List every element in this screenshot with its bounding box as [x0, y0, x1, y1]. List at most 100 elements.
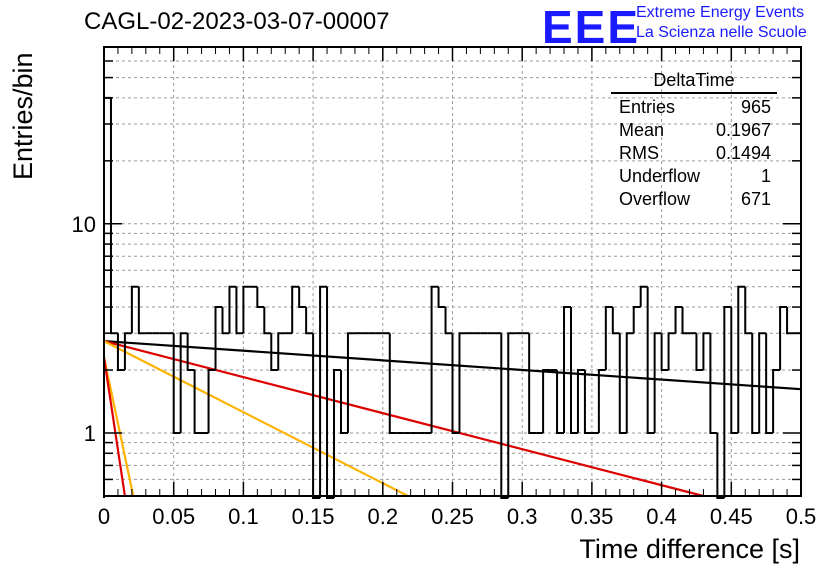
- histogram-bin: [611, 307, 620, 335]
- histogram-bin: [618, 333, 627, 435]
- stats-box: DeltaTime Entries 965 Mean 0.1967 RMS 0.…: [611, 70, 777, 211]
- y-tick-label: 10: [72, 212, 96, 237]
- histogram-bin: [326, 286, 335, 499]
- histogram-bin: [305, 307, 314, 335]
- stats-row-rms: RMS 0.1494: [611, 142, 777, 165]
- histogram-bin: [242, 285, 251, 334]
- eee-logo: EEE: [542, 1, 641, 53]
- histogram-bin: [702, 332, 711, 371]
- histogram-bin: [193, 370, 202, 435]
- histogram-bin: [730, 307, 739, 435]
- histogram-bin: [430, 285, 439, 434]
- y-tick-label: 1: [84, 421, 96, 446]
- histogram-bin: [625, 332, 634, 434]
- histogram-bin: [542, 369, 551, 434]
- histogram-bin: [319, 285, 328, 498]
- histogram-bin: [116, 333, 125, 372]
- histogram-bin: [458, 332, 467, 434]
- histogram-bin: [346, 332, 355, 434]
- stats-value: 0.1494: [715, 143, 771, 163]
- stats-value: 671: [740, 189, 771, 209]
- histogram-bin: [339, 370, 348, 435]
- histogram-bin: [528, 333, 537, 435]
- histogram-bin: [451, 333, 460, 435]
- histogram-bin: [597, 369, 606, 434]
- histogram-bin: [235, 286, 244, 335]
- x-tick-label: 0.45: [710, 504, 753, 529]
- histogram-bin: [388, 333, 397, 435]
- histogram-bin: [291, 285, 300, 334]
- histogram-bin: [569, 307, 578, 435]
- fit-line: [102, 357, 135, 497]
- x-axis-label: Time difference [s]: [579, 534, 800, 564]
- stats-row-mean: Mean 0.1967: [611, 119, 777, 142]
- fit-line: [102, 357, 126, 497]
- x-tick-label: 0.15: [292, 504, 335, 529]
- stats-value: 965: [740, 97, 771, 117]
- histogram-bin: [709, 333, 718, 435]
- histogram-bin: [646, 286, 655, 435]
- histogram-bin: [109, 97, 118, 335]
- histogram-bin: [639, 285, 648, 308]
- histogram-bin: [207, 369, 216, 434]
- histogram-bin: [723, 306, 732, 498]
- histogram-bin: [779, 306, 788, 371]
- histogram-bin: [758, 332, 767, 434]
- histogram-bin: [695, 333, 704, 372]
- stats-label: Entries: [619, 97, 676, 117]
- stats-title: DeltaTime: [611, 70, 777, 94]
- x-tick-label: 0: [98, 504, 110, 529]
- histogram-bin: [681, 307, 690, 335]
- histogram-bin: [137, 286, 146, 335]
- histogram-bin: [437, 286, 446, 309]
- histogram-bin: [660, 333, 669, 372]
- histogram-bin: [172, 333, 181, 435]
- histogram-bin: [130, 285, 139, 334]
- histogram-bin: [221, 307, 230, 335]
- stats-value: 1: [760, 166, 771, 186]
- histogram-bin: [256, 286, 265, 309]
- stats-label: Overflow: [619, 189, 691, 209]
- histogram-bin: [103, 96, 111, 498]
- histogram-bin: [667, 332, 676, 371]
- histogram-bin: [123, 332, 132, 371]
- histogram-bin: [214, 306, 223, 371]
- histogram-bin: [576, 369, 585, 434]
- axis-ticks: [103, 46, 802, 497]
- histogram-bin: [507, 332, 516, 498]
- histogram-bin: [604, 306, 613, 371]
- histogram-bin: [263, 307, 272, 335]
- histogram-bin: [270, 333, 279, 372]
- fit-line: [103, 340, 704, 498]
- histogram-bin: [500, 333, 509, 499]
- histogram-bin: [556, 370, 565, 435]
- logo-line-2: La Scienza nelle Scuole: [636, 24, 807, 41]
- stats-label: RMS: [619, 143, 659, 163]
- histogram-bin: [563, 306, 571, 434]
- stats-value: 0.1967: [715, 120, 771, 140]
- tick-labels: 0 0.05 0.1 0.15 0.2 0.25 0.3 0.35 0.4 0.45 0.5 1 10: [72, 212, 817, 529]
- stats-label: Underflow: [619, 166, 701, 186]
- histogram-bin: [772, 369, 781, 434]
- histogram-bin: [653, 332, 662, 434]
- histogram-bin: [312, 333, 321, 499]
- stats-row-underflow: Underflow 1: [611, 165, 777, 188]
- x-tick-label: 0.35: [570, 504, 613, 529]
- stats-row-overflow: Overflow 671: [611, 188, 777, 211]
- histogram-bin: [674, 306, 683, 334]
- x-tick-label: 0.5: [786, 504, 817, 529]
- histogram-bin: [179, 332, 188, 434]
- histogram-bin: [765, 333, 774, 435]
- y-axis-label: Entries/bin: [8, 52, 38, 180]
- stats-row-entries: Entries 965: [611, 96, 777, 119]
- histogram-bin: [632, 306, 641, 334]
- histogram-bin: [298, 286, 307, 309]
- histogram-bin: [444, 307, 453, 335]
- histogram-bin: [786, 307, 795, 335]
- histogram-bin: [751, 333, 760, 435]
- histogram-bin: [333, 369, 341, 498]
- x-tick-label: 0.1: [228, 504, 259, 529]
- histogram-bin: [744, 286, 753, 335]
- fit-line: [103, 340, 409, 497]
